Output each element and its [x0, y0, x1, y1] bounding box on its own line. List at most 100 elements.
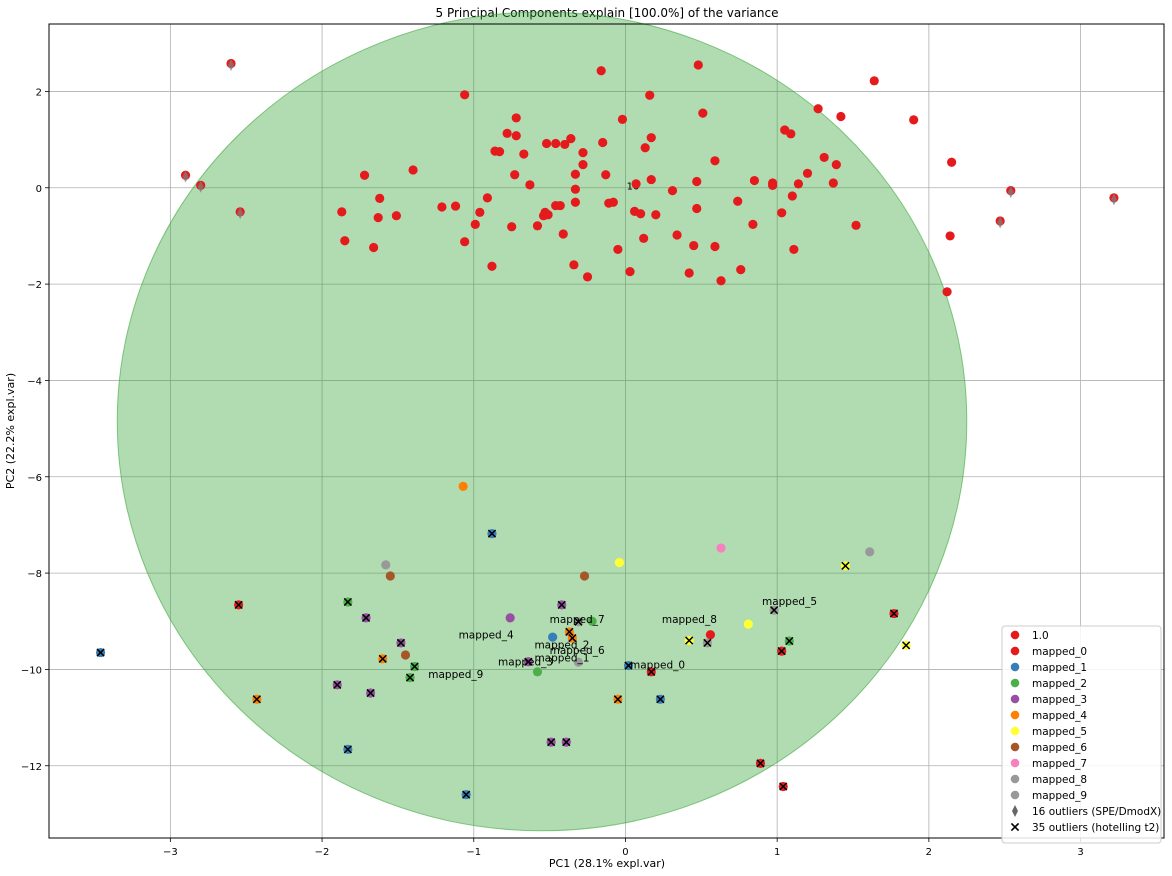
legend-label: 16 outliers (SPE/DmodX) [1032, 806, 1161, 818]
legend-label: mapped_8 [1032, 774, 1087, 786]
data-point [947, 157, 957, 167]
data-point [698, 108, 708, 118]
data-point [573, 657, 584, 667]
legend-marker [1010, 678, 1020, 688]
data-point [749, 175, 760, 186]
data-point [511, 113, 521, 123]
hotelling-outlier-marker [647, 667, 656, 676]
y-tick-label: −2 [27, 280, 42, 291]
hotelling-outlier-marker [703, 638, 712, 648]
hotelling-outlier-marker [96, 648, 105, 657]
data-point [640, 143, 650, 153]
data-point [869, 76, 879, 86]
data-point [684, 268, 694, 278]
hotelling-outlier-marker [524, 657, 533, 666]
legend-marker [1010, 694, 1020, 704]
legend-marker [1010, 822, 1020, 832]
spe-outlier-marker [1007, 186, 1014, 199]
data-point [768, 180, 778, 190]
data-point [598, 137, 608, 148]
data-point [625, 266, 635, 277]
hotelling-outlier-marker [565, 627, 574, 636]
data-point [400, 650, 411, 660]
data-point [646, 133, 656, 143]
confidence-ellipse [116, 11, 968, 832]
hotelling-outlier-marker [562, 738, 571, 747]
y-tick-label: −6 [27, 473, 42, 484]
data-point [786, 129, 796, 139]
spe-outlier-marker [228, 58, 235, 71]
data-point [736, 265, 746, 275]
point-annotation: mapped_4 [459, 629, 514, 641]
y-tick-label: 2 [36, 87, 42, 98]
data-point [510, 170, 520, 180]
legend-label: mapped_9 [1032, 790, 1087, 802]
data-point [836, 111, 846, 122]
hotelling-outlier-marker [396, 638, 406, 648]
data-point [617, 114, 628, 124]
data-point [692, 203, 702, 214]
legend-label: 1.0 [1032, 630, 1049, 642]
hotelling-outlier-marker [333, 680, 342, 689]
data-point [831, 160, 841, 170]
confidence-ellipse-layer: 10 [116, 11, 968, 832]
data-point [579, 571, 590, 581]
hotelling-outlier-marker [361, 613, 371, 623]
legend-label: mapped_7 [1032, 758, 1087, 770]
hotelling-outlier-marker [410, 662, 419, 671]
data-point [582, 272, 593, 282]
data-point [578, 148, 588, 158]
legend-marker [1010, 662, 1020, 672]
data-point [525, 180, 535, 190]
x-tick-label: −2 [315, 847, 330, 858]
point-annotation: mapped_2 [534, 639, 589, 651]
legend-label: mapped_3 [1032, 694, 1087, 706]
data-point [408, 165, 418, 175]
data-point [743, 619, 753, 629]
legend-marker [1010, 630, 1020, 640]
data-point [945, 231, 955, 241]
data-point [631, 179, 641, 189]
chart-title: 5 Principal Components explain [100.0%] … [436, 6, 779, 20]
data-point [828, 178, 838, 188]
data-point [519, 149, 529, 159]
data-point [692, 176, 702, 187]
hotelling-outlier-marker [252, 695, 261, 704]
point-annotation: mapped_0 [630, 660, 685, 672]
data-point [639, 233, 649, 243]
hotelling-outlier-marker [841, 561, 850, 570]
data-point [748, 219, 758, 229]
legend-label: 35 outliers (hotelling t2) [1032, 822, 1159, 834]
hotelling-outlier-marker [685, 636, 694, 645]
data-point [569, 260, 579, 270]
hotelling-outlier-markers [96, 529, 911, 799]
legend-marker [1010, 742, 1020, 752]
hotelling-outlier-marker [343, 745, 352, 754]
data-point [613, 244, 623, 255]
data-point [601, 170, 611, 180]
spe-outlier-markers [182, 58, 1117, 229]
y-axis-label: PC2 (22.2% expl.var) [4, 373, 17, 489]
data-point [636, 209, 646, 219]
data-point [802, 168, 813, 178]
data-point [689, 240, 699, 251]
data-point [541, 138, 552, 149]
data-point [494, 147, 505, 157]
data-point [646, 174, 656, 185]
data-point [705, 630, 716, 640]
data-point [672, 230, 682, 240]
hotelling-outlier-marker [366, 688, 375, 698]
spe-outlier-marker [182, 170, 189, 183]
hotelling-outlier-marker [769, 606, 779, 615]
data-point [570, 184, 581, 194]
hotelling-outlier-marker [557, 600, 566, 610]
point-annotation: mapped_9 [428, 669, 483, 681]
hotelling-outlier-marker [901, 641, 911, 650]
legend: 1.0 mapped_0 mapped_1 mapped_2 mapped_3mappe… [1001, 625, 1162, 844]
legend-marker [1010, 646, 1020, 656]
data-point [470, 219, 480, 229]
data-point [340, 236, 350, 246]
data-point [502, 128, 512, 138]
data-point [437, 202, 447, 212]
